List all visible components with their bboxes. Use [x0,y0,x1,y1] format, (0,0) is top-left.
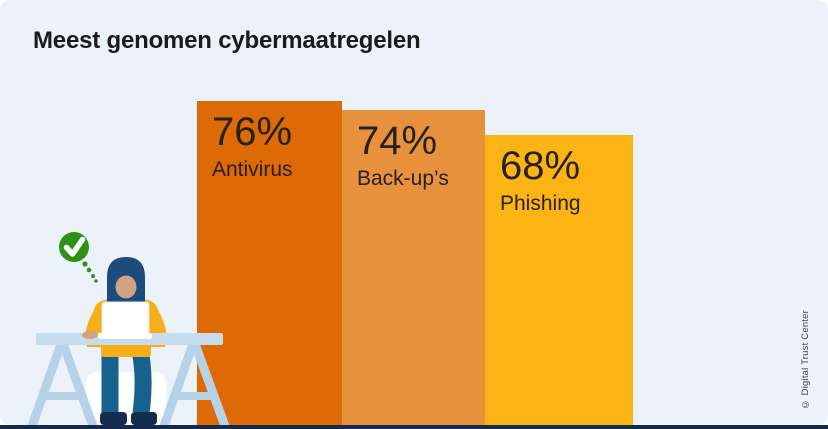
laptop-icon [101,301,150,336]
bar-backups: 74% Back-up’s [342,110,485,425]
chart-title: Meest genomen cybermaatregelen [33,27,421,54]
person-hand [82,331,98,339]
bar-chart: 76% Antivirus 74% Back-up’s 68% Phishing [197,101,633,425]
bar-value-label: 74% [357,119,438,163]
bar-category-label: Antivirus [212,158,293,182]
bar-phishing: 68% Phishing [485,135,633,425]
chair [86,372,166,425]
desk-top [36,333,223,345]
checkmark-icon [59,232,98,283]
person-body [85,290,167,357]
bar-category-label: Back-up’s [357,167,449,191]
bar-antivirus: 76% Antivirus [197,101,342,425]
credit-text: © Digital Trust Center [800,309,811,409]
person-head [107,257,145,306]
laptop-base [98,333,152,339]
person-legs [100,344,157,425]
bar-value-label: 68% [500,144,581,188]
bottom-accent-strip [0,425,828,429]
bar-value-label: 76% [212,110,293,154]
bar-category-label: Phishing [500,192,581,216]
